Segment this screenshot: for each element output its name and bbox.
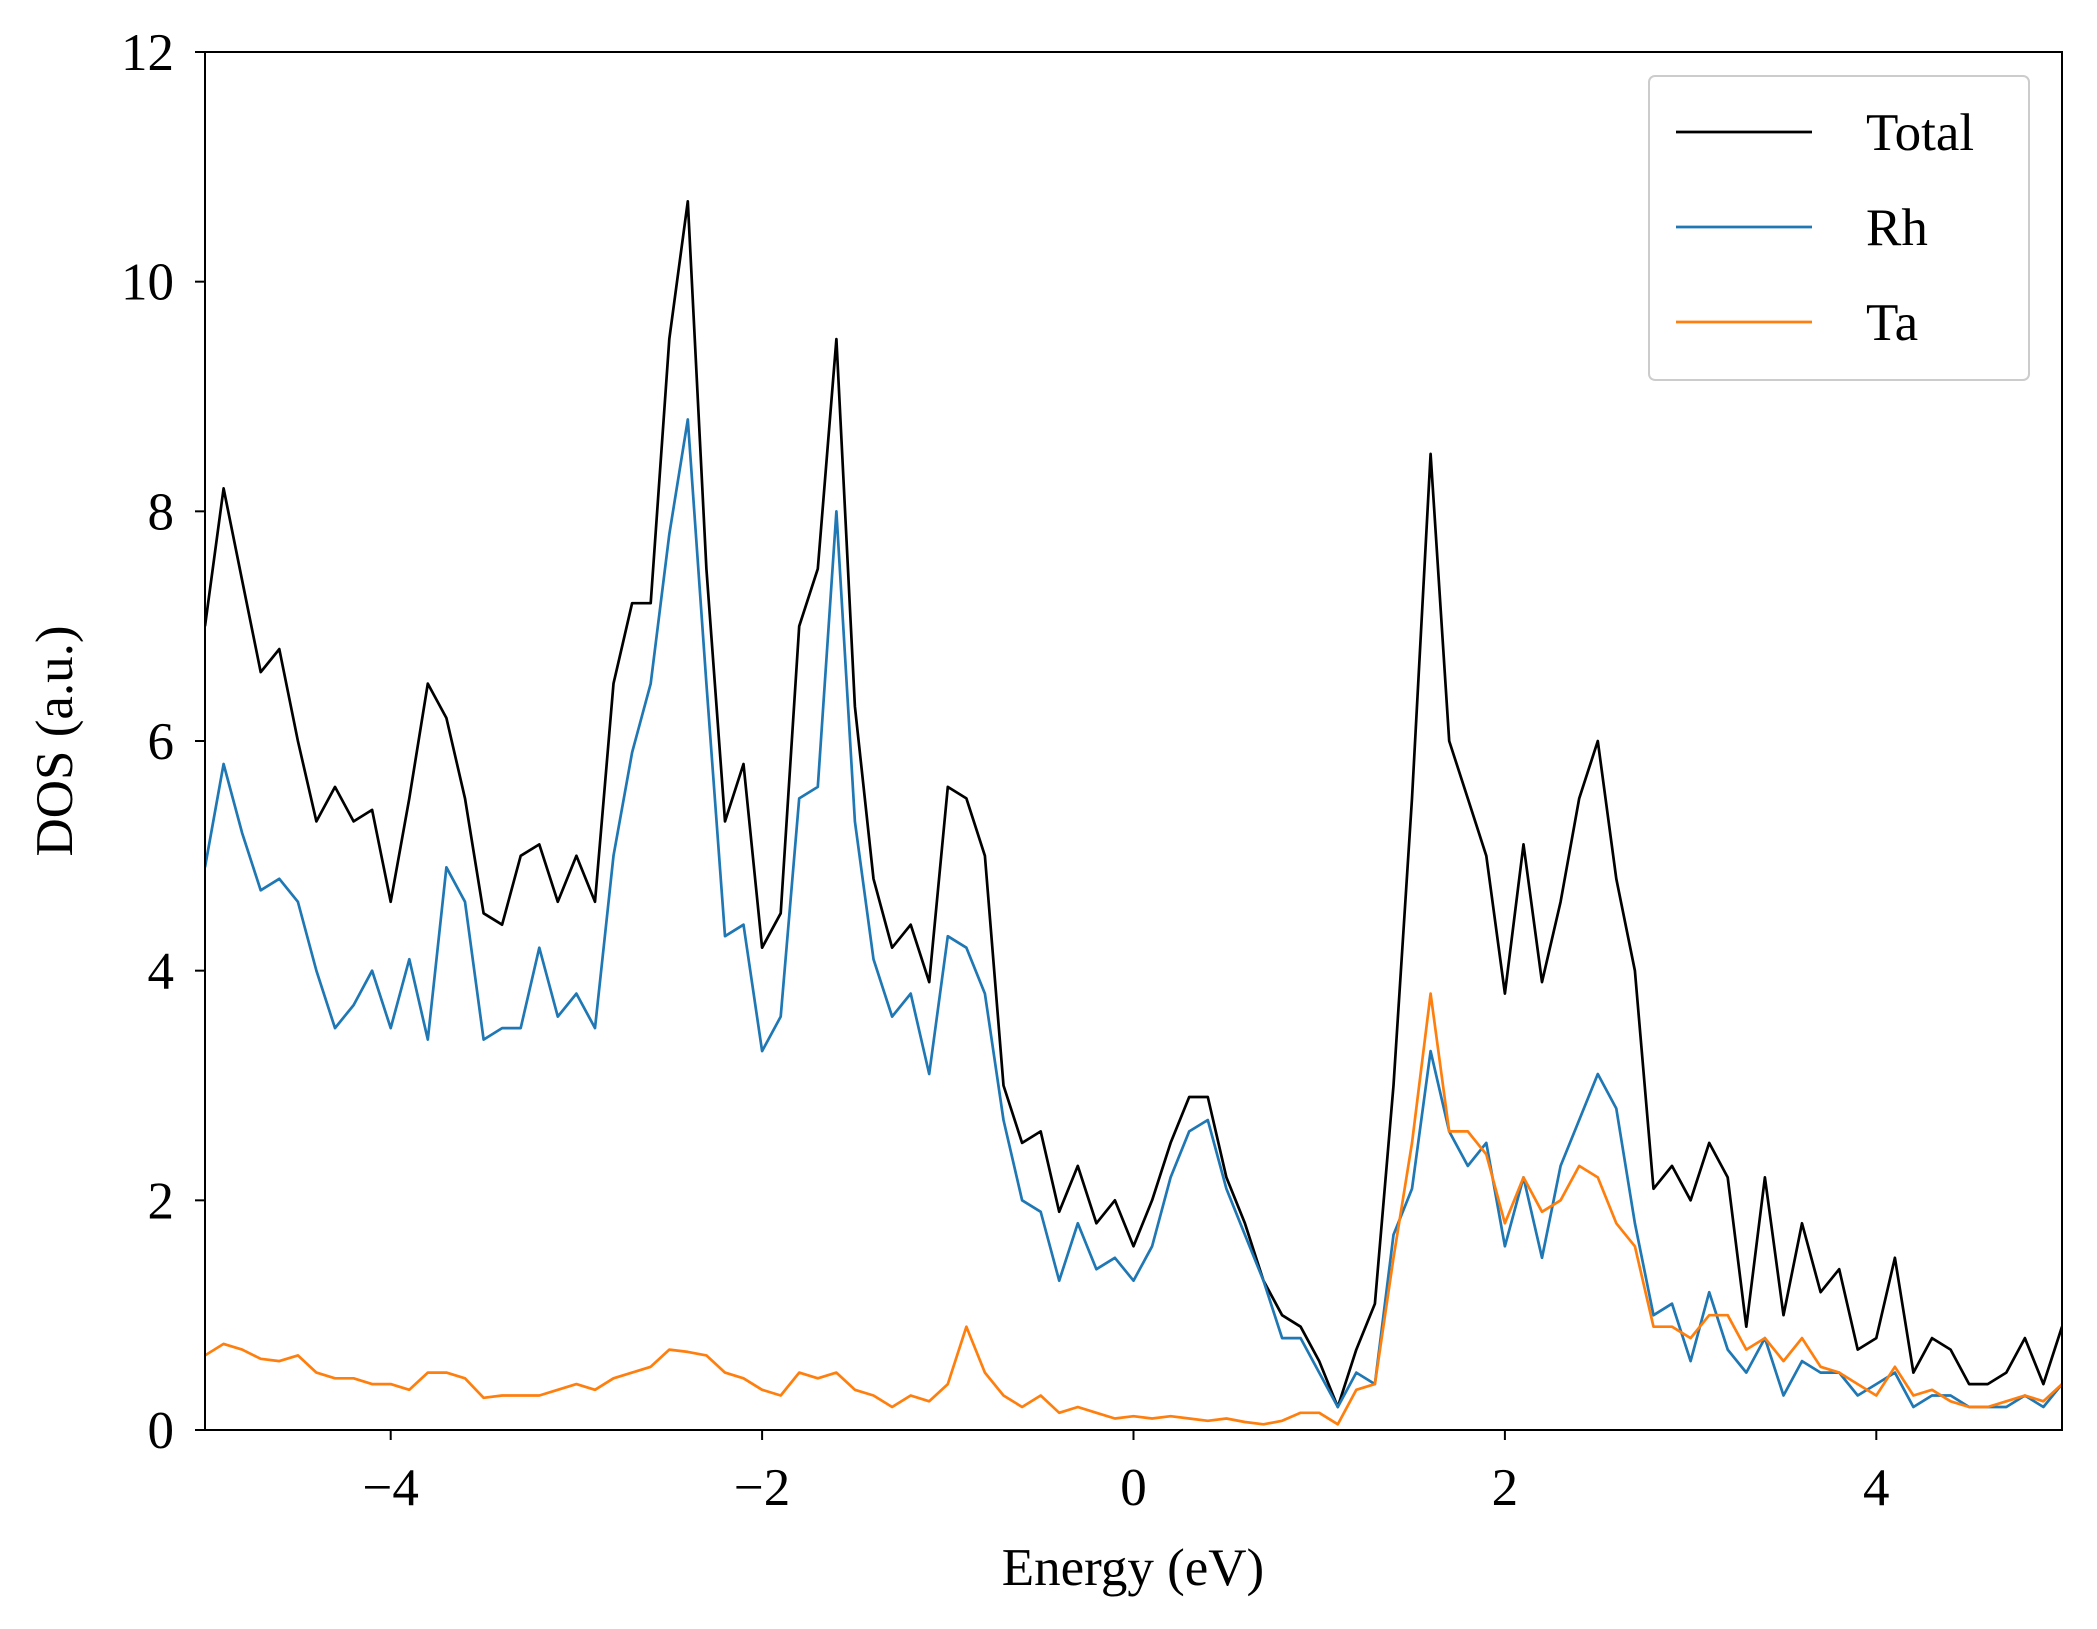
y-tick-label: 10 <box>121 254 174 312</box>
x-tick-label: 0 <box>1120 1459 1147 1517</box>
y-tick-label: 0 <box>148 1402 175 1460</box>
legend-label: Ta <box>1866 294 1918 352</box>
y-tick-label: 6 <box>148 713 175 771</box>
x-tick-label: −4 <box>363 1459 419 1517</box>
y-tick-label: 2 <box>148 1172 175 1230</box>
y-tick-label: 4 <box>148 943 175 1001</box>
series-line <box>205 199 2062 1409</box>
legend-label: Rh <box>1866 199 1928 257</box>
y-axis-label: DOS (a.u.) <box>26 625 84 856</box>
x-tick-label: 4 <box>1863 1459 1890 1517</box>
y-tick-label: 8 <box>148 483 175 541</box>
x-axis-label: Energy (eV) <box>1002 1539 1264 1597</box>
series-line <box>205 992 2062 1426</box>
x-tick-label: −2 <box>734 1459 790 1517</box>
legend-label: Total <box>1866 104 1974 162</box>
legend-box <box>1648 75 2030 381</box>
y-tick-label: 12 <box>121 24 174 82</box>
x-tick-label: 2 <box>1492 1459 1519 1517</box>
series-line <box>205 418 2062 1409</box>
